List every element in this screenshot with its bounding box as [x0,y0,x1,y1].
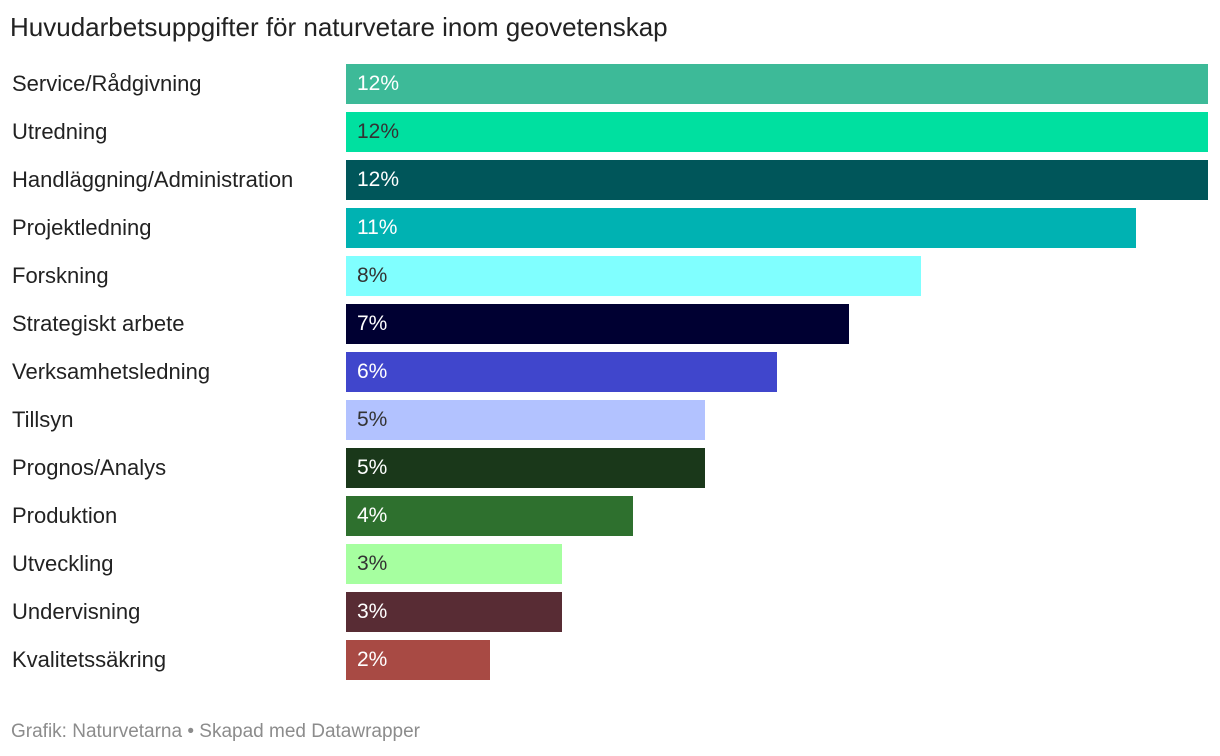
bar-track: 3% [346,592,1208,632]
bar-track: 6% [346,352,1208,392]
bar-value-label: 7% [357,312,388,335]
bar-row: Prognos/Analys 5% [0,448,1220,488]
bar-value-label: 2% [357,648,388,671]
bar-value-label: 12% [357,72,400,95]
bar-row: Service/Rådgivning 12% [0,64,1220,104]
category-label: Verksamhetsledning [12,359,211,384]
bar-track: 8% [346,256,1208,296]
bar-row: Verksamhetsledning 6% [0,352,1220,392]
category-label: Strategiskt arbete [12,311,185,336]
category-label: Prognos/Analys [12,455,167,480]
bar-row: Utveckling 3% [0,544,1220,584]
bar-value-label: 3% [357,552,388,575]
category-label: Forskning [12,263,109,288]
bar: 12% [346,112,1208,152]
category-label: Produktion [12,503,118,528]
bar: 6% [346,352,777,392]
bar: 4% [346,496,633,536]
bar-track: 5% [346,400,1208,440]
bar-value-label: 5% [357,456,388,479]
bar-row: Undervisning 3% [0,592,1220,632]
bar-row: Kvalitetssäkring 2% [0,640,1220,680]
chart-credit: Grafik: Naturvetarna • Skapad med Datawr… [11,721,421,742]
bar-track: 3% [346,544,1208,584]
category-label: Service/Rådgivning [12,71,202,96]
bar: 3% [346,544,562,584]
bar-chart: Service/Rådgivning 12% Utredning 12% Handläg… [0,64,1220,684]
chart-title: Huvudarbetsuppgifter för naturvetare ino… [10,12,668,42]
category-label: Undervisning [12,599,141,624]
bar: 3% [346,592,562,632]
category-label: Handläggning/Administration [12,167,294,192]
bar-row: Produktion 4% [0,496,1220,536]
bar-row: Tillsyn 5% [0,400,1220,440]
bar-value-label: 12% [357,120,400,143]
bar-value-label: 5% [357,408,388,431]
bar: 8% [346,256,921,296]
bar: 5% [346,400,705,440]
bar-value-label: 6% [357,360,388,383]
bar: 11% [346,208,1136,248]
bar-track: 12% [346,64,1208,104]
category-label: Projektledning [12,215,152,240]
bar-row: Utredning 12% [0,112,1220,152]
category-label: Utveckling [12,551,114,576]
bar-track: 12% [346,112,1208,152]
bar-value-label: 8% [357,264,388,287]
bar-track: 5% [346,448,1208,488]
bar-value-label: 3% [357,600,388,623]
bar-row: Forskning 8% [0,256,1220,296]
bar-value-label: 4% [357,504,388,527]
category-label: Utredning [12,119,108,144]
bar: 7% [346,304,849,344]
bar-track: 11% [346,208,1208,248]
bar: 12% [346,64,1208,104]
category-label: Kvalitetssäkring [12,647,167,672]
bar-value-label: 11% [357,216,398,239]
bar: 2% [346,640,490,680]
bar: 5% [346,448,705,488]
bar-track: 12% [346,160,1208,200]
bar-track: 7% [346,304,1208,344]
bar-track: 2% [346,640,1208,680]
category-label: Tillsyn [12,407,74,432]
bar-track: 4% [346,496,1208,536]
bar-row: Projektledning 11% [0,208,1220,248]
bar-value-label: 12% [357,168,400,191]
bar-row: Handläggning/Administration 12% [0,160,1220,200]
bar-row: Strategiskt arbete 7% [0,304,1220,344]
bar: 12% [346,160,1208,200]
